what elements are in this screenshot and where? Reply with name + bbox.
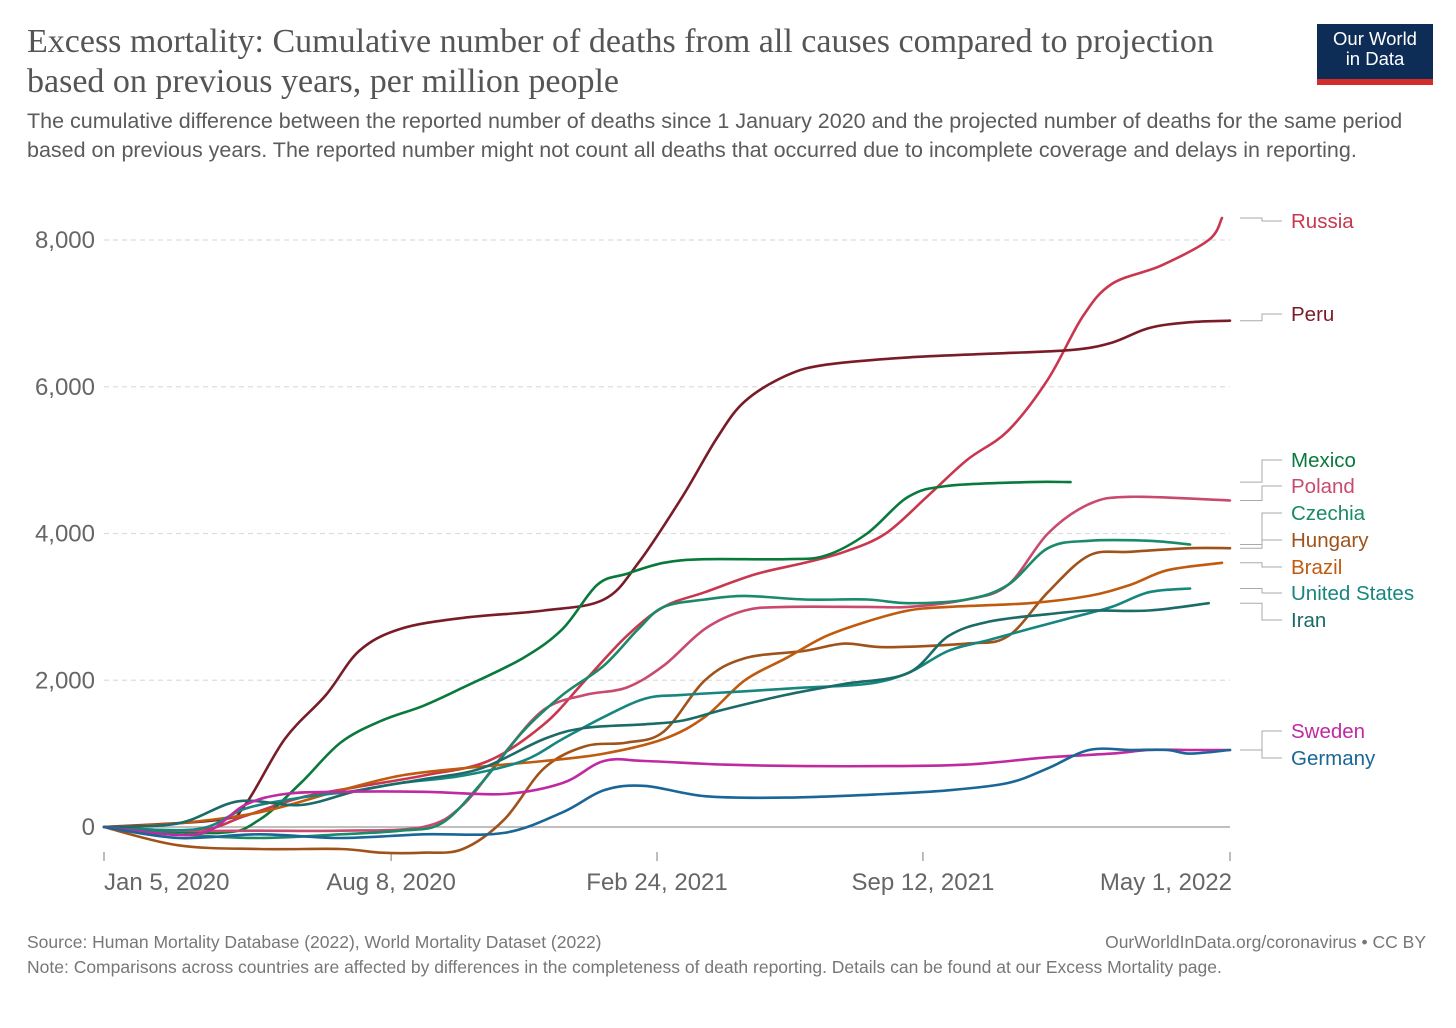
x-tick-label: Jan 5, 2020 [104, 869, 229, 896]
legend-label-germany: Germany [1291, 747, 1376, 770]
legend-label-sweden: Sweden [1291, 720, 1365, 743]
x-tick-label: May 1, 2022 [1100, 869, 1232, 896]
chart-title: Excess mortality: Cumulative number of d… [27, 23, 1214, 100]
connector-iran [1240, 602, 1282, 621]
source-text: Source: Human Mortality Database (2022),… [27, 932, 602, 952]
legend-label-united-states: United States [1291, 582, 1414, 605]
series-line-sweden [102, 748, 1232, 837]
y-tick-label: 8,000 [35, 227, 95, 254]
series-line-hungary [102, 546, 1232, 855]
connector-russia [1240, 217, 1282, 222]
legend-label-czechia: Czechia [1291, 502, 1366, 525]
logo-line-2: in Data [1345, 48, 1405, 69]
series-layer [102, 216, 1232, 855]
y-tick-label: 0 [82, 814, 95, 841]
legend-label-poland: Poland [1291, 475, 1355, 498]
y-tick-label: 4,000 [35, 521, 95, 548]
legend-label-peru: Peru [1291, 303, 1334, 326]
note-text: Note: Comparisons across countries are a… [27, 957, 1222, 977]
axis-layer: 0 2,000 4,000 6,000 8,000 Jan 5, 2020 Aug 8, 2… [35, 227, 1232, 896]
legend-labels: Russia Peru Mexico Poland Czechia Hungary Braz… [1240, 210, 1414, 770]
x-tick-label: Feb 24, 2021 [586, 869, 727, 896]
connector-brazil [1240, 562, 1282, 568]
connector-czechia [1240, 512, 1282, 545]
connector-poland [1240, 485, 1282, 501]
connector-mexico [1240, 459, 1282, 483]
connector-germany [1240, 749, 1282, 759]
owid-logo[interactable]: Our World in Data [1317, 24, 1433, 85]
x-tick-label: Aug 8, 2020 [326, 869, 455, 896]
legend-label-hungary: Hungary [1291, 529, 1369, 552]
connector-peru [1240, 313, 1282, 322]
legend-label-iran: Iran [1291, 609, 1326, 632]
connector-united-states [1240, 588, 1282, 594]
series-line-united-states [102, 587, 1192, 832]
series-line-poland [102, 495, 1232, 833]
series-line-iran [102, 601, 1210, 829]
chart-subtitle: The cumulative difference between the re… [27, 109, 1403, 162]
logo-line-1: Our World [1333, 28, 1417, 49]
legend-label-russia: Russia [1291, 210, 1354, 233]
y-tick-label: 6,000 [35, 374, 95, 401]
y-tick-label: 2,000 [35, 667, 95, 694]
series-line-peru [102, 319, 1232, 829]
connector-sweden [1240, 730, 1282, 751]
legend-label-mexico: Mexico [1291, 449, 1356, 472]
legend-label-brazil: Brazil [1291, 556, 1342, 579]
series-line-brazil [102, 561, 1224, 829]
license-link[interactable]: OurWorldInData.org/coronavirus • CC BY [1105, 932, 1426, 952]
series-line-germany [102, 747, 1232, 840]
x-tick-label: Sep 12, 2021 [852, 869, 995, 896]
series-line-mexico [102, 480, 1072, 835]
connector-hungary [1240, 539, 1282, 549]
series-line-czechia [102, 538, 1192, 840]
